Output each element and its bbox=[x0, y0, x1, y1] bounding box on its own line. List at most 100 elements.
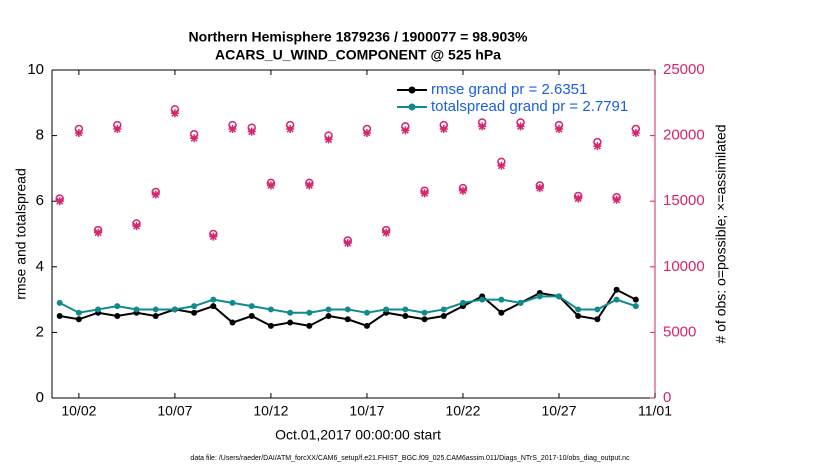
point bbox=[287, 319, 294, 326]
legend-marker bbox=[408, 103, 416, 111]
obs-assimilated bbox=[74, 128, 83, 137]
point bbox=[363, 322, 370, 329]
y2-tick-label: 25000 bbox=[663, 61, 705, 78]
legend-label: totalspread grand pr = 2.7791 bbox=[431, 98, 628, 115]
obs-assimilated bbox=[55, 197, 64, 206]
obs-assimilated bbox=[343, 239, 352, 248]
point bbox=[210, 303, 217, 310]
x-tick-label: 10/07 bbox=[157, 403, 192, 419]
point bbox=[479, 296, 486, 303]
y2-tick-label: 10000 bbox=[663, 258, 705, 275]
y2-tick-label: 0 bbox=[663, 389, 671, 406]
point bbox=[191, 303, 198, 310]
obs-assimilated bbox=[151, 190, 160, 199]
point bbox=[594, 316, 601, 323]
y2-tick-label: 20000 bbox=[663, 127, 705, 144]
point bbox=[133, 306, 140, 313]
footnote: data file: /Users/raeder/DAI/ATM_forcXX/… bbox=[190, 455, 630, 462]
x-tick-label: 10/22 bbox=[445, 403, 480, 419]
point bbox=[632, 296, 639, 303]
obs-assimilated bbox=[401, 126, 410, 135]
obs-assimilated bbox=[554, 125, 563, 134]
obs-assimilated bbox=[574, 194, 583, 203]
point bbox=[191, 309, 198, 316]
point bbox=[344, 306, 351, 313]
point bbox=[344, 316, 351, 323]
chart-title: Northern Hemisphere 1879236 / 1900077 = … bbox=[189, 29, 528, 45]
x-tick-label: 10/27 bbox=[541, 403, 576, 419]
point bbox=[210, 296, 217, 303]
point bbox=[325, 306, 332, 313]
y2-tick-label: 15000 bbox=[663, 192, 705, 209]
point bbox=[114, 303, 121, 310]
point bbox=[56, 313, 63, 319]
point bbox=[229, 299, 236, 306]
point bbox=[267, 322, 274, 329]
obs-assimilated bbox=[305, 181, 314, 190]
point bbox=[517, 299, 524, 306]
obs-assimilated bbox=[190, 134, 199, 143]
x-tick-label: 10/02 bbox=[61, 403, 96, 419]
x-tick-label: 10/17 bbox=[349, 403, 384, 419]
obs-assimilated bbox=[228, 125, 237, 134]
point bbox=[325, 313, 332, 319]
point bbox=[152, 306, 159, 313]
obs-assimilated bbox=[113, 125, 122, 134]
point bbox=[306, 309, 313, 316]
obs-assimilated bbox=[209, 232, 218, 241]
point bbox=[421, 316, 428, 323]
obs-assimilated bbox=[247, 127, 256, 136]
y-tick-label: 4 bbox=[36, 258, 44, 275]
obs-assimilated bbox=[266, 181, 275, 190]
point bbox=[421, 309, 428, 316]
obs-assimilated bbox=[516, 122, 525, 131]
y-tick-label: 6 bbox=[36, 192, 44, 209]
point bbox=[498, 309, 505, 316]
obs-assimilated bbox=[286, 125, 295, 134]
point bbox=[459, 299, 466, 306]
point bbox=[287, 309, 294, 316]
obs-assimilated bbox=[94, 228, 103, 237]
obs-assimilated bbox=[420, 189, 429, 198]
point bbox=[440, 306, 447, 313]
obs-assimilated bbox=[170, 109, 179, 118]
point bbox=[383, 306, 390, 313]
y-tick-label: 8 bbox=[36, 127, 44, 144]
obs-assimilated bbox=[382, 228, 391, 237]
y-tick-label: 0 bbox=[36, 389, 44, 406]
y-axis-label: rmse and totalspread bbox=[13, 168, 29, 300]
point bbox=[440, 313, 447, 319]
y2-tick-label: 5000 bbox=[663, 323, 696, 340]
obs-assimilated bbox=[593, 142, 602, 151]
point bbox=[75, 309, 82, 316]
x-tick-label: 11/01 bbox=[638, 403, 672, 419]
obs-assimilated bbox=[458, 186, 467, 195]
point bbox=[229, 319, 236, 326]
point bbox=[536, 293, 543, 300]
point bbox=[402, 313, 409, 319]
point bbox=[575, 306, 582, 313]
x-tick-label: 10/12 bbox=[253, 403, 288, 419]
obs-assimilated bbox=[362, 128, 371, 137]
obs-assimilated bbox=[132, 222, 141, 231]
point bbox=[152, 313, 159, 319]
point bbox=[248, 303, 255, 310]
obs-assimilated bbox=[497, 161, 506, 170]
point bbox=[114, 313, 121, 319]
legend-marker bbox=[408, 86, 416, 94]
point bbox=[402, 306, 409, 313]
point bbox=[75, 316, 82, 323]
obs-assimilated bbox=[612, 195, 621, 204]
point bbox=[95, 306, 102, 313]
y2-axis-label: # of obs: o=possible; ×=assimilated bbox=[713, 124, 729, 343]
point bbox=[555, 293, 562, 300]
point bbox=[613, 286, 620, 293]
obs-assimilated bbox=[439, 125, 448, 134]
point bbox=[594, 306, 601, 313]
point bbox=[267, 306, 274, 313]
obs-assimilated bbox=[535, 184, 544, 193]
chart-subtitle: ACARS_U_WIND_COMPONENT @ 525 hPa bbox=[215, 47, 501, 63]
obs-assimilated bbox=[631, 128, 640, 137]
